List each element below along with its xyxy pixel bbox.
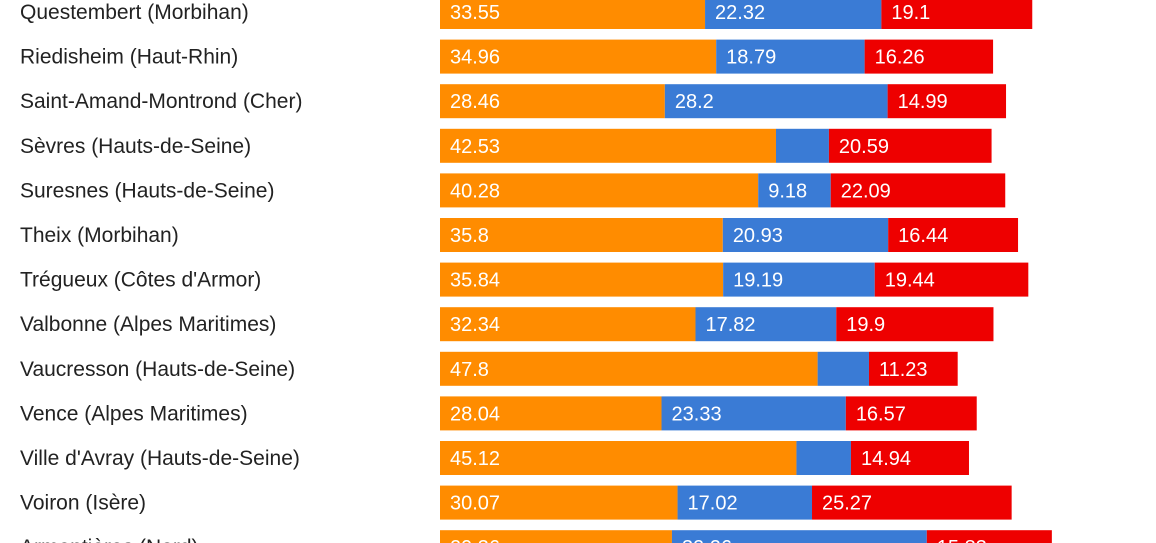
bar-segment-series-1 <box>440 84 665 119</box>
bar-segment-series-1 <box>440 396 662 431</box>
category-label: Theix (Morbihan) <box>20 224 179 247</box>
category-label: Valbonne (Alpes Maritimes) <box>20 313 276 336</box>
bar-segment-series-1 <box>440 307 696 342</box>
category-label: Riedisheim (Haut-Rhin) <box>20 46 238 69</box>
data-label: 47.8 <box>450 359 489 381</box>
bar-segment-series-3 <box>881 0 1033 29</box>
data-label: 17.02 <box>688 493 738 515</box>
bar-segment-series-2 <box>796 441 851 475</box>
data-label: 40.28 <box>450 180 500 202</box>
data-label: 22.09 <box>841 180 891 202</box>
category-label: Armentières (Nord) <box>20 536 199 543</box>
bar-segment-series-2 <box>723 262 875 297</box>
bar-segment-series-3 <box>830 173 1006 208</box>
bar-segment-series-3 <box>864 39 994 74</box>
bar-segment-series-2 <box>716 39 865 74</box>
bar-segment-series-1 <box>440 530 672 543</box>
data-label: 28.04 <box>450 403 500 425</box>
data-label: 42.53 <box>450 136 500 158</box>
bar-segment-series-1 <box>440 39 717 74</box>
category-label: Trégueux (Côtes d'Armor) <box>20 269 261 292</box>
data-label: 35.8 <box>450 225 489 247</box>
bar-segment-series-3 <box>836 307 994 342</box>
bar-segment-series-2 <box>705 0 882 29</box>
bar-segment-series-1 <box>440 218 723 252</box>
data-label: 14.99 <box>898 91 948 113</box>
data-label: 19.1 <box>891 2 930 24</box>
bar-segment-series-3 <box>845 396 977 431</box>
bar-segment-series-1 <box>440 351 818 386</box>
category-label: Vence (Alpes Maritimes) <box>20 402 248 425</box>
bar-segment-series-2 <box>775 128 829 163</box>
data-label: 19.19 <box>733 270 783 292</box>
data-label: 32.34 <box>450 314 500 336</box>
bar-segment-series-1 <box>440 262 724 297</box>
data-label: 28.46 <box>450 91 500 113</box>
bar-segment-series-1 <box>440 441 797 475</box>
data-label: 34.96 <box>450 47 500 69</box>
category-label: Sèvres (Hauts-de-Seine) <box>20 135 251 158</box>
category-label: Saint-Amand-Montrond (Cher) <box>20 90 302 113</box>
bar-segment-series-2 <box>758 173 831 208</box>
data-label: 29.36 <box>450 537 500 543</box>
bar-segment-series-2 <box>817 351 869 386</box>
data-label: 19.9 <box>846 314 885 336</box>
bar-segment-series-3 <box>888 218 1019 252</box>
data-label: 20.93 <box>733 225 783 247</box>
data-label: 16.57 <box>856 403 906 425</box>
bar-segment-series-1 <box>440 173 759 208</box>
category-label: Suresnes (Hauts-de-Seine) <box>20 179 274 202</box>
bar-segment-series-2 <box>664 84 888 119</box>
bar-segment-series-2 <box>722 218 889 252</box>
bar-segment-series-2 <box>661 396 846 431</box>
data-label: 15.83 <box>937 537 987 543</box>
category-label: Questembert (Morbihan) <box>20 1 249 24</box>
data-label: 32.26 <box>682 537 732 543</box>
bar-segment-series-2 <box>695 307 837 342</box>
data-label: 33.55 <box>450 2 500 24</box>
category-label: Vaucresson (Hauts-de-Seine) <box>20 358 295 381</box>
bar-segment-series-1 <box>440 128 776 163</box>
data-label: 18.79 <box>726 47 776 69</box>
data-label: 9.18 <box>768 180 807 202</box>
data-label: 16.26 <box>875 47 925 69</box>
bar-segment-series-2 <box>677 485 813 520</box>
data-label: 16.44 <box>898 225 948 247</box>
data-label: 11.23 <box>879 359 928 381</box>
data-label: 14.94 <box>861 448 911 470</box>
data-label: 25.27 <box>822 493 872 515</box>
bar-segment-series-3 <box>812 485 1012 520</box>
bar-segment-series-3 <box>868 351 958 386</box>
bar-segment-series-1 <box>440 485 678 520</box>
data-label: 20.59 <box>839 136 889 158</box>
data-label: 22.32 <box>715 2 765 24</box>
data-label: 35.84 <box>450 270 500 292</box>
bar-segment-series-3 <box>887 84 1007 119</box>
data-label: 30.07 <box>450 493 500 515</box>
bar-segment-series-2 <box>671 530 927 543</box>
data-label: 45.12 <box>450 448 500 470</box>
data-label: 19.44 <box>885 270 935 292</box>
category-label: Ville d'Avray (Hauts-de-Seine) <box>20 447 300 470</box>
category-label: Voiron (Isère) <box>20 492 146 515</box>
bar-segment-series-3 <box>850 441 969 475</box>
data-label: 28.2 <box>675 91 714 113</box>
bar-segment-series-3 <box>926 530 1052 543</box>
bar-segment-series-1 <box>440 0 706 29</box>
data-label: 17.82 <box>705 314 755 336</box>
bar-segment-series-3 <box>874 262 1029 297</box>
data-label: 23.33 <box>672 403 722 425</box>
bar-segment-series-3 <box>828 128 992 163</box>
